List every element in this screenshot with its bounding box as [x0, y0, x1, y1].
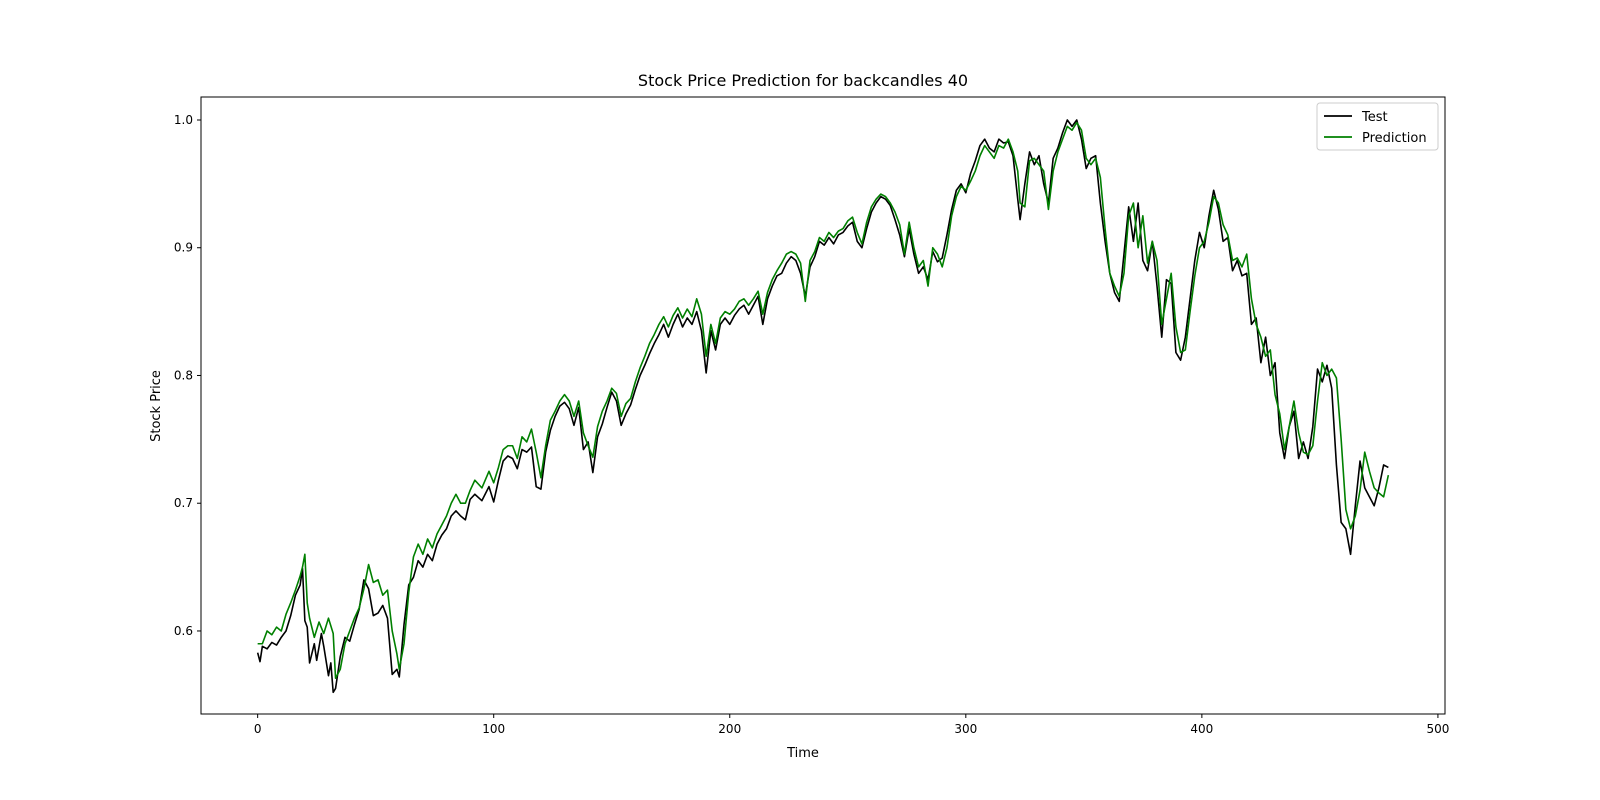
y-tick-label: 0.8: [174, 368, 193, 382]
x-axis: 0 100 200 300 400 500: [254, 714, 1449, 736]
y-axis: 0.6 0.7 0.8 0.9 1.0: [174, 113, 201, 638]
x-tick-label: 0: [254, 722, 262, 736]
chart-title: Stock Price Prediction for backcandles 4…: [638, 71, 968, 90]
x-axis-label: Time: [786, 746, 819, 761]
series-line-test: [256, 119, 1389, 694]
plot-frame: [200, 96, 1446, 715]
x-tick-label: 500: [1426, 722, 1449, 736]
y-tick-label: 1.0: [174, 113, 193, 127]
x-tick-label: 300: [954, 722, 977, 736]
legend-box: [1316, 102, 1439, 151]
y-tick-label: 0.6: [174, 624, 193, 638]
x-tick-label: 200: [718, 722, 741, 736]
y-axis-label: Stock Price: [149, 370, 164, 442]
x-tick-label: 400: [1190, 722, 1213, 736]
y-tick-label: 0.9: [174, 241, 193, 255]
series-line-prediction: [257, 121, 1390, 680]
y-tick-label: 0.7: [174, 496, 193, 510]
legend-label-prediction: Prediction: [1362, 131, 1427, 146]
legend: Test Prediction: [1316, 102, 1439, 151]
x-tick-label: 100: [482, 722, 505, 736]
legend-label-test: Test: [1361, 110, 1388, 125]
plot-lines: [256, 119, 1390, 694]
